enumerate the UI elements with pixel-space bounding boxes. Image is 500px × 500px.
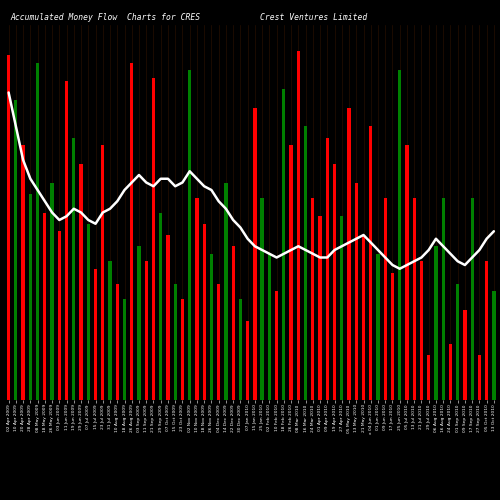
Bar: [72, 138, 76, 400]
Bar: [224, 182, 228, 400]
Bar: [232, 246, 235, 400]
Bar: [318, 216, 322, 400]
Bar: [406, 145, 408, 400]
Bar: [384, 198, 387, 400]
Bar: [478, 355, 481, 400]
Bar: [43, 212, 46, 400]
Bar: [181, 299, 184, 400]
Bar: [65, 81, 68, 400]
Bar: [398, 70, 402, 400]
Text: Accumulated Money Flow  Charts for CRES: Accumulated Money Flow Charts for CRES: [10, 12, 200, 22]
Bar: [188, 70, 192, 400]
Bar: [340, 216, 344, 400]
Bar: [376, 254, 380, 400]
Bar: [22, 145, 25, 400]
Bar: [442, 198, 445, 400]
Bar: [138, 246, 140, 400]
Bar: [354, 182, 358, 400]
Bar: [7, 55, 10, 400]
Bar: [492, 292, 496, 400]
Bar: [427, 355, 430, 400]
Bar: [50, 182, 53, 400]
Bar: [116, 284, 119, 400]
Bar: [86, 224, 90, 400]
Bar: [101, 145, 104, 400]
Bar: [348, 108, 350, 400]
Bar: [412, 198, 416, 400]
Bar: [260, 198, 264, 400]
Bar: [246, 322, 250, 400]
Bar: [449, 344, 452, 400]
Bar: [94, 269, 97, 400]
Bar: [470, 198, 474, 400]
Bar: [485, 261, 488, 400]
Bar: [290, 145, 292, 400]
Bar: [108, 261, 112, 400]
Bar: [304, 126, 307, 400]
Bar: [210, 254, 213, 400]
Bar: [268, 254, 271, 400]
Bar: [152, 78, 155, 400]
Bar: [434, 246, 438, 400]
Bar: [282, 89, 286, 400]
Bar: [166, 235, 170, 400]
Bar: [130, 62, 134, 400]
Bar: [239, 299, 242, 400]
Bar: [333, 164, 336, 400]
Bar: [144, 261, 148, 400]
Bar: [80, 164, 82, 400]
Bar: [196, 198, 198, 400]
Bar: [58, 231, 61, 400]
Bar: [36, 62, 39, 400]
Bar: [28, 194, 32, 400]
Text: Crest Ventures Limited: Crest Ventures Limited: [260, 12, 367, 22]
Bar: [362, 235, 365, 400]
Bar: [464, 310, 466, 400]
Bar: [174, 284, 177, 400]
Bar: [253, 108, 256, 400]
Bar: [296, 52, 300, 400]
Bar: [456, 284, 460, 400]
Bar: [420, 261, 423, 400]
Bar: [275, 292, 278, 400]
Bar: [123, 299, 126, 400]
Bar: [326, 138, 329, 400]
Bar: [14, 100, 18, 400]
Bar: [217, 284, 220, 400]
Bar: [391, 272, 394, 400]
Bar: [311, 198, 314, 400]
Bar: [202, 224, 206, 400]
Bar: [369, 126, 372, 400]
Bar: [159, 212, 162, 400]
